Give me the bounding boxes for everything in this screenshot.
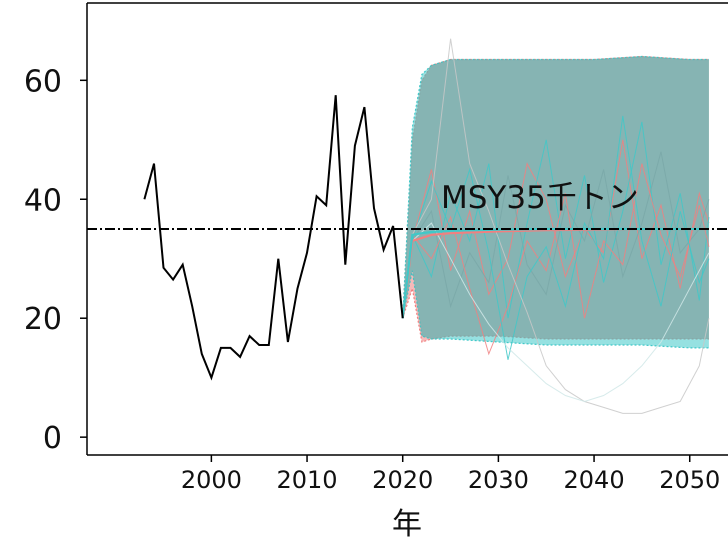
sample-trajectory-3 (411, 151, 710, 309)
x-tick-label: 2010 (277, 466, 338, 494)
scenario-2-median (401, 227, 709, 319)
x-tick-label: 2030 (468, 466, 529, 494)
chart-axes (80, 2, 728, 462)
sample-trajectory-7 (411, 222, 710, 403)
sample-trajectory-6 (411, 38, 710, 414)
msy-label: MSY35千トン (441, 180, 639, 216)
sample-trajectory-5 (411, 115, 710, 360)
x-tick-label: 2040 (564, 466, 625, 494)
y-tick-label: 60 (24, 64, 62, 99)
y-tick-label: 40 (24, 183, 62, 218)
sample-trajectory-2 (411, 121, 710, 319)
scenario-2-upper (402, 55, 709, 319)
x-tick-label: 2020 (372, 466, 433, 494)
x-tick-label: 2000 (181, 466, 242, 494)
plot-area (87, 38, 728, 414)
y-tick-label: 0 (43, 421, 62, 456)
y-tick-label: 20 (24, 302, 62, 337)
catch-history-line (143, 95, 404, 381)
x-tick-label: 2050 (659, 466, 720, 494)
x-axis-label: 年 (392, 507, 422, 542)
scenario-2-lower (402, 270, 709, 349)
sample-trajectory-4 (411, 163, 710, 356)
